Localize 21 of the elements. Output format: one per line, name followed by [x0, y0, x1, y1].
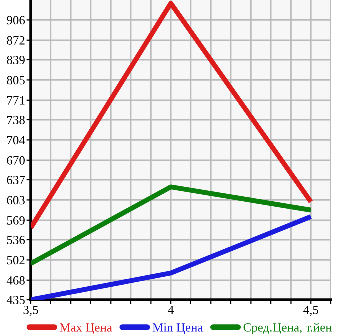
y-tick-label: 906 — [7, 16, 26, 25]
y-tick-label: 435 — [6, 296, 25, 304]
x-tick-label: 4 — [168, 306, 174, 314]
legend-label: Max Цена — [60, 324, 112, 334]
y-tick-label: 502 — [7, 256, 25, 265]
x-tick-label: 3,5 — [24, 306, 38, 316]
legend-label: Min Цена — [152, 323, 204, 334]
y-tick-label: 771 — [8, 96, 25, 105]
y-tick-label: 805 — [7, 76, 25, 85]
y-tick-label: 872 — [7, 36, 25, 45]
y-tick-label: 704 — [8, 136, 26, 145]
x-tick-label: 4,5 — [304, 306, 318, 316]
y-tick-label: 670 — [7, 156, 25, 165]
y-tick-label: 738 — [8, 116, 25, 124]
y-tick-label: 839 — [7, 56, 25, 64]
y-tick-label: 468 — [6, 276, 25, 285]
y-tick-label: 637 — [7, 176, 26, 184]
y-tick-label: 569 — [7, 216, 25, 225]
y-tick-label: 536 — [7, 236, 26, 244]
y-tick-label: 603 — [7, 196, 25, 205]
legend-label: Сред.Цена, т.йен — [244, 323, 332, 334]
